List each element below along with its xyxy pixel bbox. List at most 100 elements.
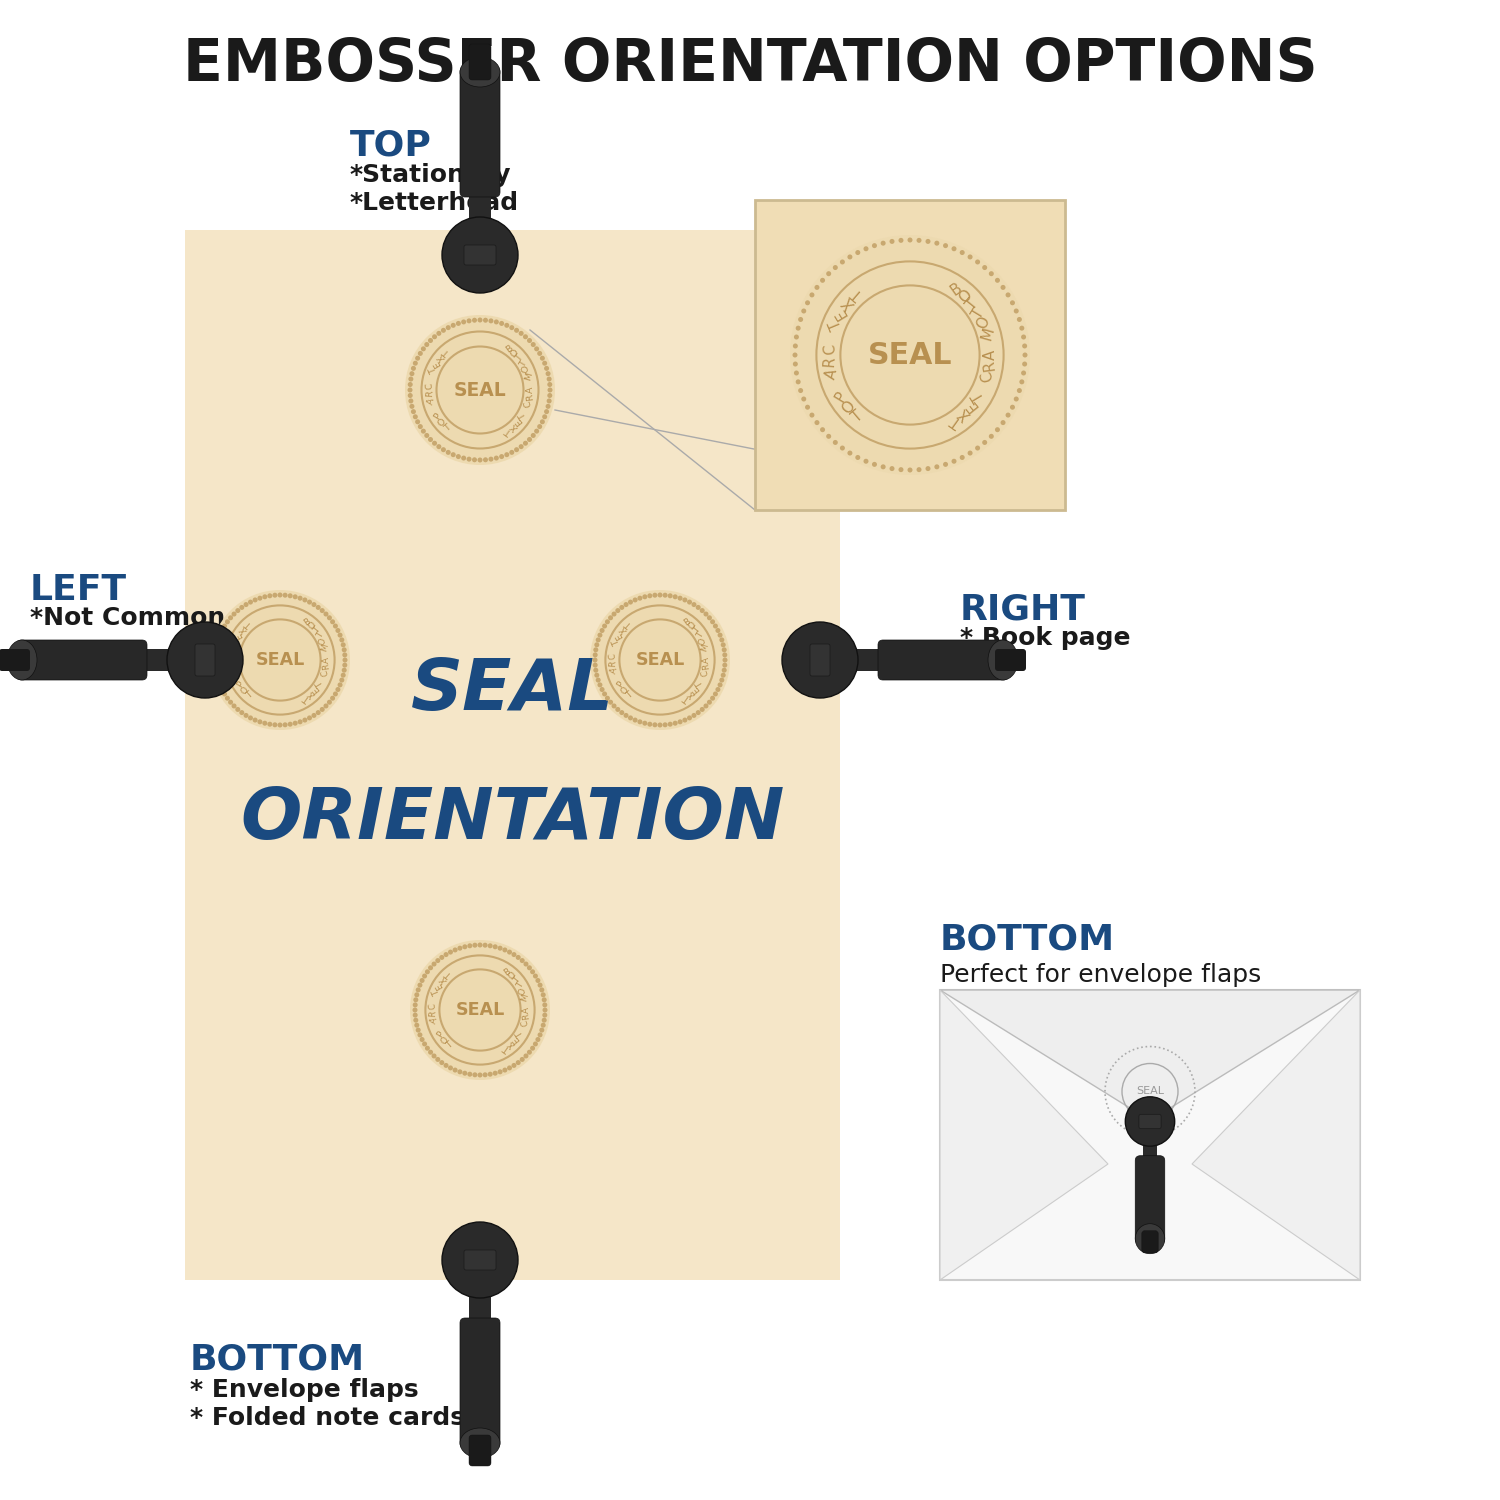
Circle shape bbox=[342, 657, 348, 663]
Circle shape bbox=[458, 1070, 462, 1074]
Text: T: T bbox=[315, 680, 326, 688]
Circle shape bbox=[489, 318, 494, 324]
Bar bbox=[470, 1293, 490, 1328]
Text: T: T bbox=[303, 693, 312, 703]
Circle shape bbox=[1000, 285, 1005, 290]
Circle shape bbox=[594, 668, 598, 672]
Circle shape bbox=[602, 624, 608, 628]
Circle shape bbox=[427, 436, 433, 442]
Circle shape bbox=[624, 712, 628, 718]
Circle shape bbox=[699, 608, 705, 613]
Text: T: T bbox=[694, 632, 705, 640]
Circle shape bbox=[620, 620, 701, 701]
Circle shape bbox=[944, 462, 948, 466]
Circle shape bbox=[240, 620, 321, 701]
Circle shape bbox=[240, 710, 244, 716]
Text: T: T bbox=[849, 285, 865, 303]
Circle shape bbox=[422, 346, 426, 351]
Circle shape bbox=[320, 608, 324, 613]
Circle shape bbox=[432, 1053, 436, 1059]
Circle shape bbox=[519, 332, 524, 336]
FancyBboxPatch shape bbox=[0, 650, 30, 670]
Circle shape bbox=[219, 628, 225, 633]
Circle shape bbox=[542, 1017, 546, 1023]
Circle shape bbox=[312, 712, 316, 718]
Circle shape bbox=[432, 962, 436, 966]
Circle shape bbox=[514, 447, 519, 452]
Circle shape bbox=[704, 704, 708, 708]
Circle shape bbox=[833, 440, 839, 446]
Text: T: T bbox=[514, 1029, 525, 1039]
Circle shape bbox=[446, 326, 450, 330]
Text: T: T bbox=[512, 975, 522, 986]
Circle shape bbox=[596, 678, 600, 682]
Circle shape bbox=[292, 594, 297, 600]
Text: X: X bbox=[840, 294, 858, 312]
Circle shape bbox=[453, 1068, 458, 1072]
Text: C: C bbox=[520, 1019, 531, 1028]
Text: T: T bbox=[429, 366, 439, 375]
Circle shape bbox=[419, 424, 423, 429]
FancyBboxPatch shape bbox=[464, 1250, 496, 1270]
Text: T: T bbox=[624, 620, 634, 630]
FancyBboxPatch shape bbox=[470, 44, 490, 80]
Circle shape bbox=[282, 723, 288, 728]
Circle shape bbox=[416, 1028, 420, 1032]
Circle shape bbox=[312, 602, 316, 608]
Circle shape bbox=[1022, 362, 1028, 366]
Circle shape bbox=[668, 722, 672, 726]
Circle shape bbox=[338, 682, 342, 687]
Circle shape bbox=[248, 716, 254, 720]
Circle shape bbox=[516, 1060, 520, 1065]
Circle shape bbox=[488, 944, 492, 948]
Circle shape bbox=[682, 717, 687, 723]
Text: M: M bbox=[524, 372, 534, 381]
Text: T: T bbox=[970, 388, 987, 405]
Text: T: T bbox=[312, 626, 321, 636]
Circle shape bbox=[477, 1072, 483, 1077]
Circle shape bbox=[1017, 388, 1022, 393]
Circle shape bbox=[652, 723, 657, 728]
Circle shape bbox=[1125, 1096, 1174, 1146]
Circle shape bbox=[492, 1071, 498, 1076]
Circle shape bbox=[597, 633, 603, 638]
Text: B: B bbox=[504, 344, 515, 354]
FancyBboxPatch shape bbox=[1138, 1114, 1161, 1128]
Circle shape bbox=[414, 1023, 420, 1028]
Text: O: O bbox=[840, 398, 858, 417]
Circle shape bbox=[228, 615, 232, 621]
Text: B: B bbox=[503, 966, 512, 976]
Circle shape bbox=[1000, 420, 1005, 424]
Circle shape bbox=[722, 668, 726, 672]
Circle shape bbox=[292, 720, 297, 726]
Circle shape bbox=[262, 720, 267, 726]
Text: R: R bbox=[702, 663, 711, 670]
Circle shape bbox=[815, 420, 819, 424]
Text: X: X bbox=[507, 1040, 518, 1050]
Circle shape bbox=[498, 1070, 502, 1074]
Circle shape bbox=[248, 600, 254, 604]
Circle shape bbox=[214, 642, 219, 648]
Circle shape bbox=[871, 462, 877, 466]
Text: P: P bbox=[435, 1030, 445, 1039]
Circle shape bbox=[542, 360, 548, 366]
Circle shape bbox=[794, 344, 798, 348]
Circle shape bbox=[1022, 334, 1026, 339]
Circle shape bbox=[446, 450, 450, 454]
Circle shape bbox=[540, 987, 544, 993]
Text: E: E bbox=[833, 304, 850, 321]
Circle shape bbox=[855, 454, 861, 460]
Text: B: B bbox=[682, 616, 692, 627]
Text: C: C bbox=[822, 344, 837, 354]
Circle shape bbox=[926, 466, 930, 471]
Text: R: R bbox=[424, 390, 435, 398]
Text: E: E bbox=[963, 398, 981, 414]
FancyBboxPatch shape bbox=[754, 200, 1065, 510]
Circle shape bbox=[410, 370, 414, 376]
Circle shape bbox=[723, 663, 728, 668]
Circle shape bbox=[548, 382, 552, 387]
Circle shape bbox=[620, 604, 624, 610]
Circle shape bbox=[716, 687, 720, 692]
Circle shape bbox=[424, 1046, 430, 1050]
Circle shape bbox=[338, 633, 342, 638]
